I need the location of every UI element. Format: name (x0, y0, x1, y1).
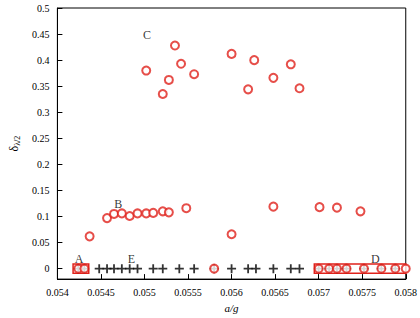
svg-text:0.057: 0.057 (307, 287, 330, 298)
svg-text:0.3: 0.3 (37, 107, 50, 118)
svg-text:0.2: 0.2 (37, 159, 50, 170)
svg-text:0.45: 0.45 (32, 29, 50, 40)
svg-text:0.055: 0.055 (133, 287, 156, 298)
svg-text:0.0555: 0.0555 (174, 287, 202, 298)
svg-text:A: A (75, 252, 84, 266)
svg-text:0.35: 0.35 (32, 81, 50, 92)
svg-text:0.0565: 0.0565 (261, 287, 289, 298)
svg-text:0.0575: 0.0575 (348, 287, 376, 298)
svg-text:B: B (114, 197, 122, 211)
svg-text:0.056: 0.056 (220, 287, 243, 298)
svg-text:λ/2: λ/2 (13, 136, 22, 146)
svg-text:δ: δ (7, 145, 21, 152)
svg-text:E: E (128, 252, 135, 266)
svg-text:0: 0 (44, 263, 49, 274)
svg-text:0.15: 0.15 (32, 185, 50, 196)
svg-text:C: C (143, 28, 151, 42)
svg-text:0.25: 0.25 (32, 133, 50, 144)
svg-text:0.1: 0.1 (37, 211, 50, 222)
svg-text:0.5: 0.5 (37, 3, 50, 14)
svg-text:0.054: 0.054 (46, 287, 69, 298)
svg-text:0.4: 0.4 (37, 55, 50, 66)
svg-text:0.058: 0.058 (395, 287, 418, 298)
svg-text:D: D (371, 252, 380, 266)
svg-text:a/g: a/g (225, 302, 240, 314)
svg-text:0.0545: 0.0545 (87, 287, 115, 298)
svg-text:0.05: 0.05 (32, 237, 50, 248)
